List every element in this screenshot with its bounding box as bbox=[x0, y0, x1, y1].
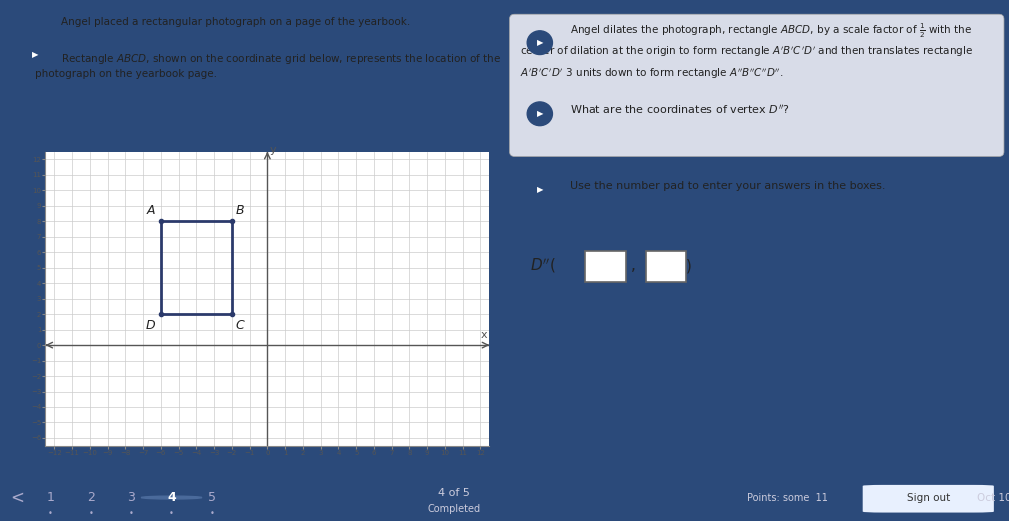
Text: •: • bbox=[170, 510, 174, 518]
Text: 2: 2 bbox=[87, 491, 95, 504]
Circle shape bbox=[528, 102, 553, 126]
Text: ▶: ▶ bbox=[537, 109, 543, 118]
Text: D: D bbox=[146, 319, 155, 332]
Text: Completed: Completed bbox=[428, 504, 480, 514]
Text: Use the number pad to enter your answers in the boxes.: Use the number pad to enter your answers… bbox=[570, 181, 886, 191]
Text: 1: 1 bbox=[46, 491, 54, 504]
Text: Rectangle $\mathit{ABCD}$, shown on the coordinate grid below, represents the lo: Rectangle $\mathit{ABCD}$, shown on the … bbox=[61, 52, 500, 66]
Circle shape bbox=[23, 43, 48, 66]
Circle shape bbox=[528, 178, 553, 202]
Text: Angel dilates the photograph, rectangle $\mathit{ABCD}$, by a scale factor of $\: Angel dilates the photograph, rectangle … bbox=[570, 21, 973, 40]
FancyBboxPatch shape bbox=[646, 251, 686, 282]
Text: x: x bbox=[481, 330, 487, 340]
FancyBboxPatch shape bbox=[510, 14, 1004, 156]
Text: Points: some  11: Points: some 11 bbox=[747, 492, 827, 503]
Text: ,: , bbox=[631, 258, 636, 273]
Text: Angel placed a rectangular photograph on a page of the yearbook.: Angel placed a rectangular photograph on… bbox=[61, 17, 410, 27]
Text: •: • bbox=[89, 510, 93, 518]
Text: ▶: ▶ bbox=[537, 38, 543, 47]
Text: 4: 4 bbox=[167, 491, 176, 504]
Text: ): ) bbox=[686, 258, 691, 273]
FancyBboxPatch shape bbox=[863, 485, 994, 513]
Text: $D''($: $D''($ bbox=[530, 256, 556, 275]
Text: Ⓤ: Ⓤ bbox=[31, 17, 39, 31]
Text: C: C bbox=[235, 319, 244, 332]
Circle shape bbox=[141, 496, 202, 499]
Text: y: y bbox=[269, 145, 276, 155]
Text: <: < bbox=[10, 489, 24, 506]
Text: •: • bbox=[129, 510, 133, 518]
Text: ▶: ▶ bbox=[32, 50, 38, 59]
Text: photograph on the yearbook page.: photograph on the yearbook page. bbox=[35, 69, 217, 79]
Text: •: • bbox=[48, 510, 52, 518]
Text: ▶: ▶ bbox=[537, 185, 543, 194]
Text: B: B bbox=[235, 204, 244, 217]
Text: •: • bbox=[210, 510, 214, 518]
Text: 3: 3 bbox=[127, 491, 135, 504]
Text: 5: 5 bbox=[208, 491, 216, 504]
Text: $\mathit{A'B'C'D'}$ 3 units down to form rectangle $\mathit{A''B''C''D''}$.: $\mathit{A'B'C'D'}$ 3 units down to form… bbox=[520, 66, 783, 81]
Text: Oct 10: Oct 10 bbox=[977, 492, 1009, 503]
Text: Sign out: Sign out bbox=[907, 492, 949, 503]
Text: center of dilation at the origin to form rectangle $\mathit{A'B'C'D'}$ and then : center of dilation at the origin to form… bbox=[520, 45, 973, 59]
Text: 4 of 5: 4 of 5 bbox=[438, 488, 470, 498]
Text: A: A bbox=[147, 204, 155, 217]
Text: What are the coordinates of vertex $\mathit{D''}$?: What are the coordinates of vertex $\mat… bbox=[570, 104, 790, 117]
Circle shape bbox=[528, 31, 553, 55]
FancyBboxPatch shape bbox=[585, 251, 626, 282]
